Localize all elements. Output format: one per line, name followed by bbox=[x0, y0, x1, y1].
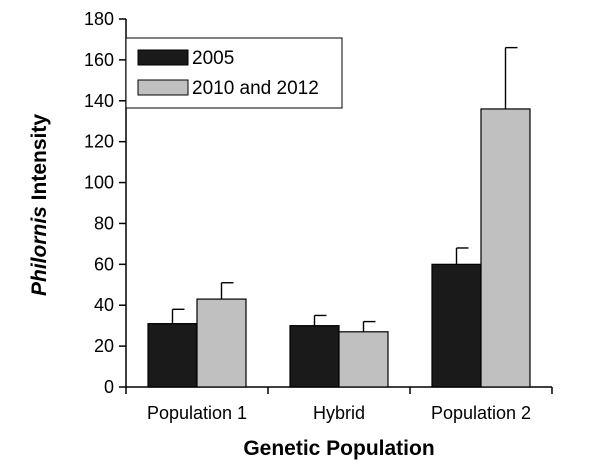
bar-2005-hybrid bbox=[289, 325, 340, 388]
x-tick-label: Population 1 bbox=[147, 403, 247, 423]
y-tick-label: 20 bbox=[94, 336, 114, 356]
y-tick-label: 140 bbox=[84, 91, 114, 111]
y-tick-label: 0 bbox=[104, 377, 114, 397]
x-axis-title: Genetic Population bbox=[243, 437, 434, 460]
legend: 2005 2010 and 2012 bbox=[125, 37, 343, 109]
legend-swatch bbox=[137, 49, 189, 66]
y-axis-title-italic: Philornis bbox=[28, 206, 51, 296]
y-tick-label: 160 bbox=[84, 50, 114, 70]
y-tick-label: 60 bbox=[94, 254, 114, 274]
bar-2005-population-1 bbox=[147, 323, 198, 388]
bar-2005-population-2 bbox=[431, 263, 482, 388]
error-bars bbox=[171, 46, 518, 332]
legend-label: 2005 bbox=[192, 48, 234, 69]
x-tick-label: Hybrid bbox=[313, 403, 365, 423]
y-tick-label: 120 bbox=[84, 132, 114, 152]
y-axis-title: Philornis Intensity bbox=[28, 114, 51, 296]
y-tick-label: 40 bbox=[94, 295, 114, 315]
y-tick-label: 80 bbox=[94, 213, 114, 233]
x-axis: Population 1 Hybrid Population 2 bbox=[125, 386, 553, 423]
bars bbox=[147, 108, 531, 388]
legend-swatch bbox=[137, 79, 189, 96]
x-tick-label: Population 2 bbox=[431, 403, 531, 423]
y-tick-label: 100 bbox=[84, 173, 114, 193]
y-axis-title-rest: Intensity bbox=[28, 114, 51, 207]
legend-label: 2010 and 2012 bbox=[192, 78, 319, 99]
bar-2010-and-2012-population-1 bbox=[196, 298, 247, 388]
y-tick-label: 180 bbox=[84, 9, 114, 29]
bar-2010-and-2012-population-2 bbox=[480, 108, 531, 388]
bar-2010-and-2012-hybrid bbox=[338, 331, 389, 388]
y-axis: 0 20 40 60 80 100 120 140 160 180 bbox=[84, 9, 127, 397]
